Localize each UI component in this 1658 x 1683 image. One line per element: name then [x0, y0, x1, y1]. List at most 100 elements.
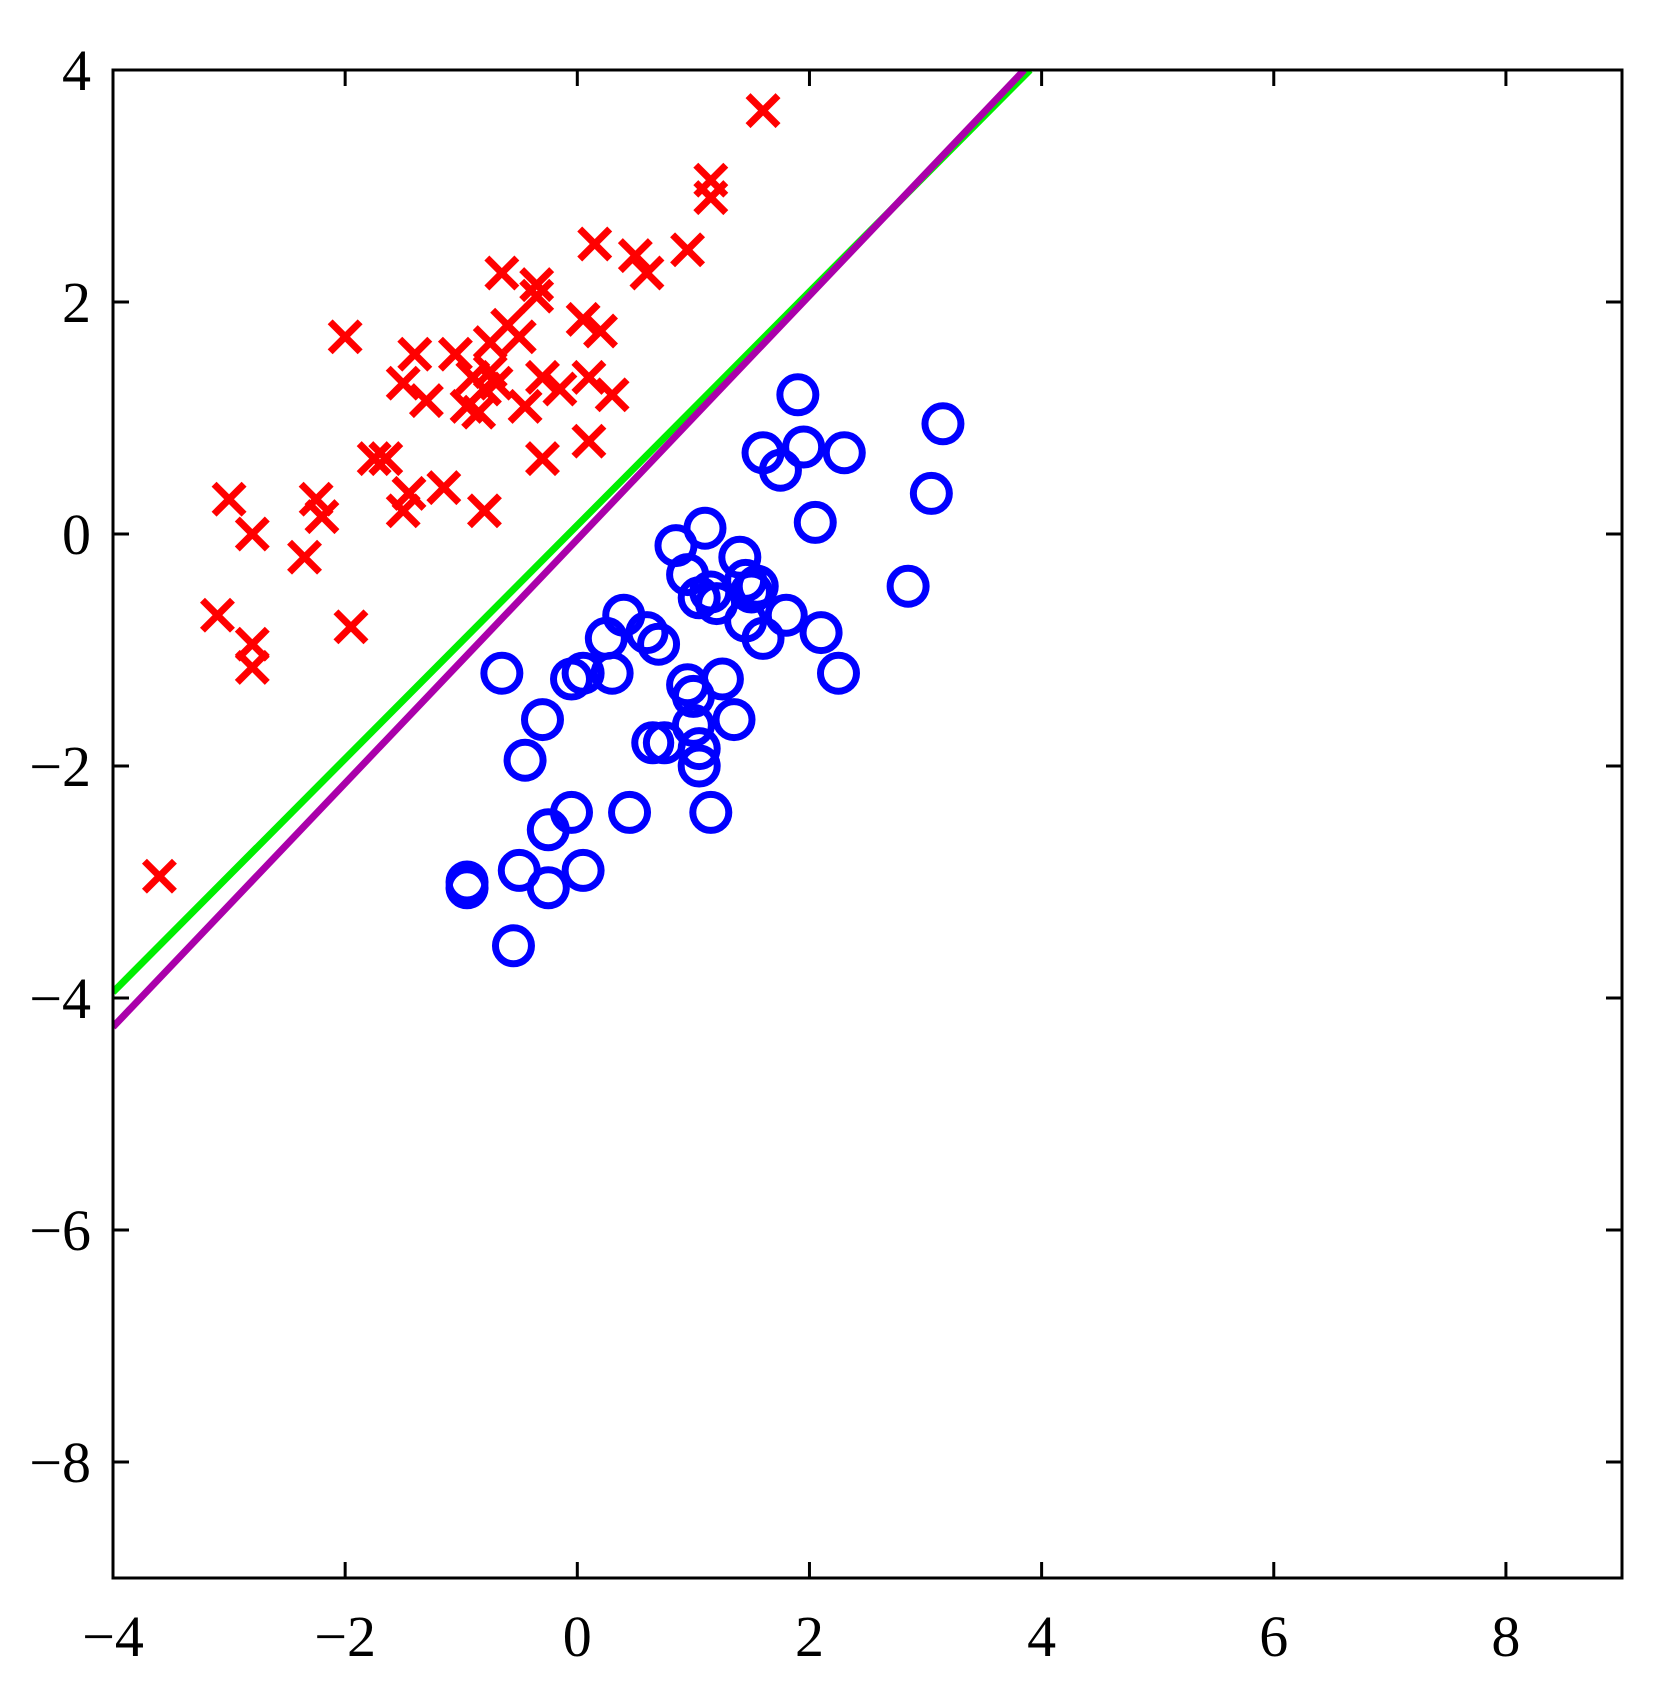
x-marker-stroke	[211, 481, 247, 517]
o-marker-point	[886, 564, 930, 608]
x-marker-point	[542, 371, 578, 407]
x-marker-stroke	[437, 336, 473, 372]
x-marker-point	[426, 470, 462, 506]
x-tick-label: −4	[82, 1604, 144, 1669]
x-marker-stroke	[629, 255, 665, 291]
x-marker-point	[519, 267, 555, 303]
x-marker-point	[408, 383, 444, 419]
x-marker-point	[356, 441, 392, 477]
x-marker-stroke	[525, 359, 560, 395]
x-marker-point	[617, 238, 653, 274]
o-marker-point	[561, 651, 605, 695]
x-marker-point	[478, 365, 514, 401]
o-marker-point	[793, 500, 837, 544]
x-marker-stroke	[234, 516, 270, 552]
o-marker-point	[700, 657, 744, 701]
x-marker-stroke	[397, 336, 433, 372]
x-tick-label: 8	[1491, 1604, 1520, 1669]
x-marker-point	[141, 858, 177, 894]
x-marker-stroke	[287, 539, 323, 575]
x-marker-stroke	[408, 383, 444, 419]
x-marker-point	[525, 441, 560, 477]
o-marker-point	[671, 703, 715, 747]
x-marker-point	[484, 255, 520, 291]
x-marker-stroke	[525, 441, 560, 477]
o-marker-point	[782, 425, 826, 469]
o-marker-point	[503, 738, 547, 782]
x-marker-point	[385, 365, 421, 401]
x-marker-point	[327, 319, 363, 355]
data-points	[141, 93, 965, 968]
o-marker-point	[625, 611, 669, 655]
o-marker-point	[637, 622, 681, 666]
decision-line-2	[113, 70, 1027, 1030]
x-marker-stroke	[670, 232, 706, 268]
x-marker-stroke	[594, 377, 630, 413]
o-marker-point	[729, 570, 773, 614]
x-marker-stroke	[519, 278, 555, 314]
x-marker-stroke	[577, 226, 613, 262]
x-marker-point	[571, 359, 607, 395]
x-marker-point	[745, 93, 781, 129]
o-marker-point	[677, 727, 721, 771]
x-tick-label: 2	[795, 1604, 824, 1669]
x-marker-point	[304, 499, 340, 535]
o-marker-point	[683, 506, 727, 550]
x-marker-point	[525, 359, 560, 395]
x-marker-stroke	[617, 238, 653, 274]
o-marker-point	[776, 373, 820, 417]
x-tick-label: 6	[1259, 1604, 1288, 1669]
x-marker-stroke	[693, 162, 729, 198]
o-marker-point	[822, 431, 866, 475]
x-marker-stroke	[478, 365, 514, 401]
y-tick-label: 4	[62, 38, 91, 103]
x-marker-point	[397, 336, 433, 372]
o-marker-point	[689, 790, 733, 834]
o-marker-point	[735, 564, 779, 608]
x-marker-point	[670, 232, 706, 268]
x-marker-stroke	[298, 481, 334, 517]
y-tick-label: 0	[62, 502, 91, 567]
x-marker-stroke	[466, 493, 502, 529]
o-marker-point	[764, 593, 808, 637]
x-marker-stroke	[368, 441, 404, 477]
x-marker-point	[466, 493, 502, 529]
y-tick-label: −4	[29, 966, 91, 1031]
x-marker-stroke	[507, 388, 543, 424]
x-marker-stroke	[356, 441, 392, 477]
tick-labels: −4 −2 0 2 4 6 8 −8 −6 −4 −2 0 2 4	[29, 38, 1520, 1669]
x-marker-point	[519, 278, 555, 314]
x-marker-point	[368, 441, 404, 477]
x-marker-stroke	[141, 858, 177, 894]
x-marker-point	[577, 226, 613, 262]
x-marker-stroke	[519, 267, 555, 303]
y-tick-label: −8	[29, 1430, 91, 1495]
o-marker-point	[741, 616, 785, 660]
x-tick-label: 4	[1027, 1604, 1056, 1669]
x-marker-stroke	[472, 354, 508, 390]
o-marker-point	[520, 698, 564, 742]
x-marker-point	[693, 162, 729, 198]
x-marker-stroke	[745, 93, 781, 129]
o-marker-point	[608, 790, 652, 834]
y-tick-label: 2	[62, 270, 91, 335]
o-marker-point	[677, 744, 721, 788]
x-marker-stroke	[501, 319, 537, 355]
x-tick-label: −2	[314, 1604, 376, 1669]
x-marker-point	[501, 319, 537, 355]
x-marker-point	[391, 475, 427, 511]
o-marker-point	[526, 866, 570, 910]
x-marker-point	[437, 336, 473, 372]
o-marker-point	[712, 698, 756, 742]
x-marker-stroke	[542, 371, 578, 407]
x-tick-label: 0	[563, 1604, 592, 1669]
x-marker-stroke	[571, 359, 607, 395]
x-marker-point	[234, 649, 270, 685]
o-marker-point	[758, 448, 802, 492]
y-tick-label: −2	[29, 734, 91, 799]
x-marker-point	[629, 255, 665, 291]
o-marker-point	[799, 611, 843, 655]
x-marker-point	[583, 313, 618, 349]
o-marker-point	[491, 924, 535, 968]
